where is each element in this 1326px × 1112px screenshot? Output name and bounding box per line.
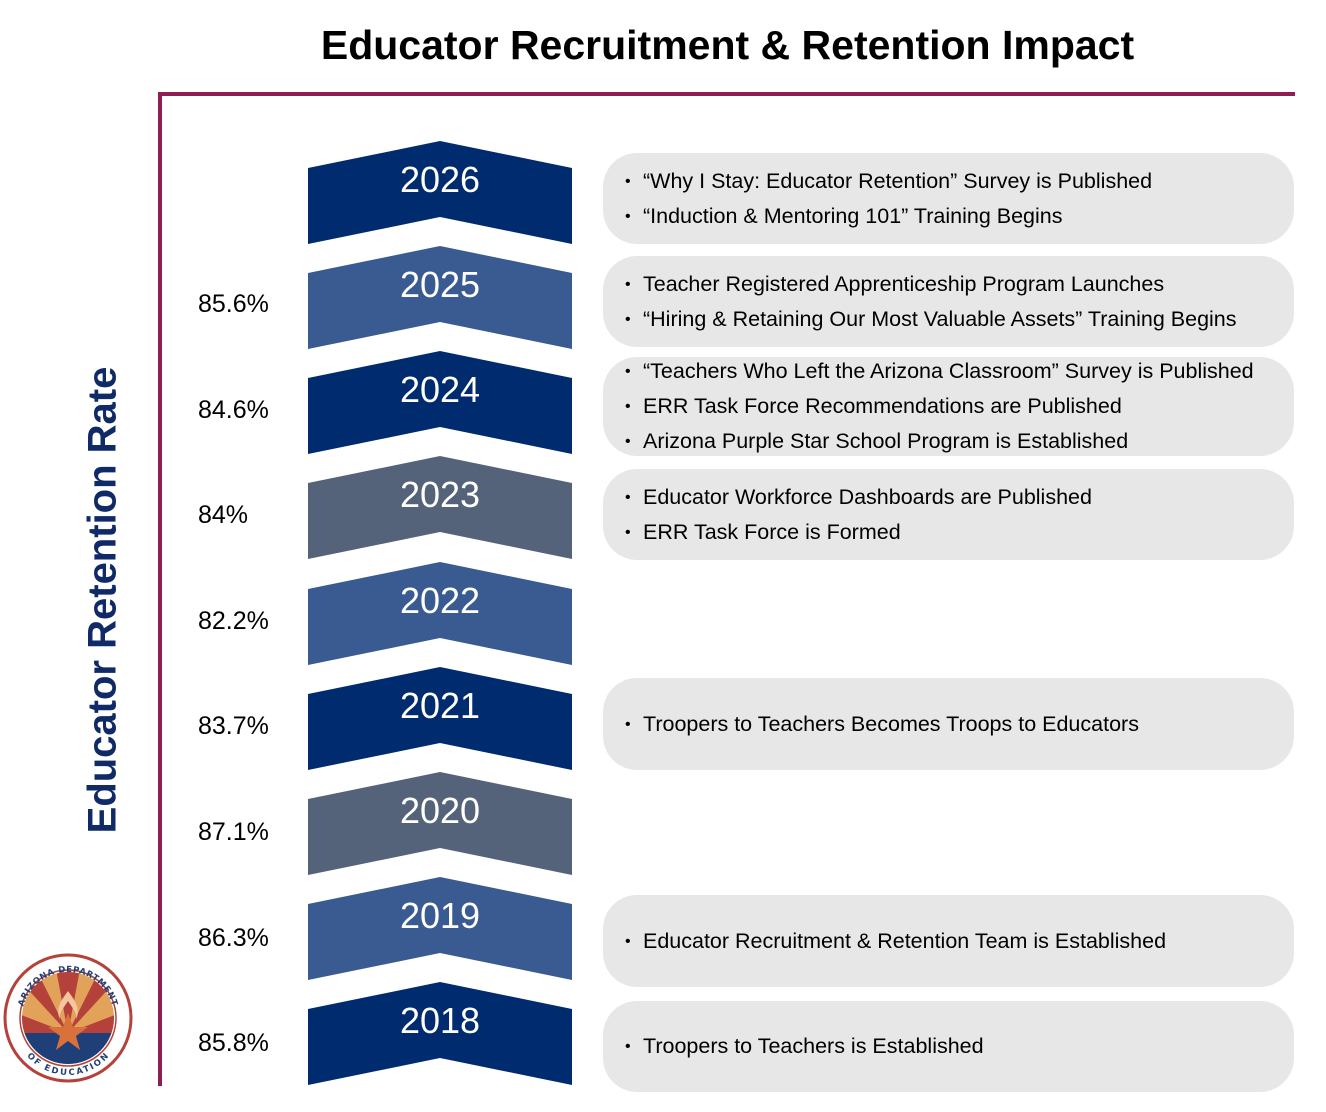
axis-rule [158, 92, 162, 1086]
retention-rate-2022: 82.2% [198, 607, 269, 635]
events-box-2018: Troopers to Teachers is Established [603, 1001, 1294, 1092]
events-box-2023: Educator Workforce Dashboards are Publis… [603, 469, 1294, 560]
event-item: Educator Workforce Dashboards are Publis… [625, 480, 1284, 515]
year-chevron-2024: 2024 [308, 351, 572, 454]
retention-rate-2025: 85.6% [198, 290, 269, 318]
event-item: Educator Recruitment & Retention Team is… [625, 924, 1284, 959]
year-chevron-2021: 2021 [308, 667, 572, 770]
retention-rate-2024: 84.6% [198, 396, 269, 424]
retention-rate-2021: 83.7% [198, 712, 269, 740]
event-item: “Hiring & Retaining Our Most Valuable As… [625, 302, 1284, 337]
event-item: Troopers to Teachers is Established [625, 1029, 1284, 1064]
year-chevron-2023: 2023 [308, 456, 572, 559]
year-chevron-2026: 2026 [308, 141, 572, 244]
event-item: Arizona Purple Star School Program is Es… [625, 424, 1284, 459]
events-box-2019: Educator Recruitment & Retention Team is… [603, 895, 1294, 987]
event-item: Teacher Registered Apprenticeship Progra… [625, 267, 1284, 302]
event-item: ERR Task Force is Formed [625, 515, 1284, 550]
ade-seal-logo: ARIZONA DEPARTMENT OF EDUCATION [3, 953, 133, 1083]
event-item: “Why I Stay: Educator Retention” Survey … [625, 164, 1284, 199]
retention-rate-2020: 87.1% [198, 818, 269, 846]
year-label: 2024 [399, 369, 481, 410]
events-box-2024: “Teachers Who Left the Arizona Classroom… [603, 357, 1294, 456]
year-chevron-2018: 2018 [308, 982, 572, 1085]
page-title: Educator Recruitment & Retention Impact [320, 22, 1135, 68]
event-item: ERR Task Force Recommendations are Publi… [625, 389, 1284, 424]
year-label: 2026 [399, 159, 481, 200]
year-label: 2022 [399, 580, 481, 621]
year-label: 2021 [399, 685, 481, 726]
event-item: “Induction & Mentoring 101” Training Beg… [625, 199, 1284, 234]
year-chevron-2019: 2019 [308, 877, 572, 980]
year-chevron-2022: 2022 [308, 562, 572, 665]
event-item: “Teachers Who Left the Arizona Classroom… [625, 354, 1284, 389]
event-item: Troopers to Teachers Becomes Troops to E… [625, 707, 1284, 742]
year-label: 2020 [399, 790, 481, 831]
year-label: 2025 [399, 264, 481, 305]
events-box-2026: “Why I Stay: Educator Retention” Survey … [603, 153, 1294, 244]
year-label: 2018 [399, 1000, 481, 1041]
year-chevron-2025: 2025 [308, 246, 572, 349]
retention-rate-2023: 84% [198, 501, 249, 529]
y-axis-label: Educator Retention Rate [80, 366, 125, 834]
retention-rate-2019: 86.3% [198, 924, 269, 952]
year-label: 2023 [399, 474, 481, 515]
year-label: 2019 [399, 895, 481, 936]
title-rule [158, 92, 1295, 96]
year-chevron-2020: 2020 [308, 772, 572, 875]
events-box-2021: Troopers to Teachers Becomes Troops to E… [603, 678, 1294, 770]
retention-rate-2018: 85.8% [198, 1029, 269, 1057]
events-box-2025: Teacher Registered Apprenticeship Progra… [603, 256, 1294, 347]
